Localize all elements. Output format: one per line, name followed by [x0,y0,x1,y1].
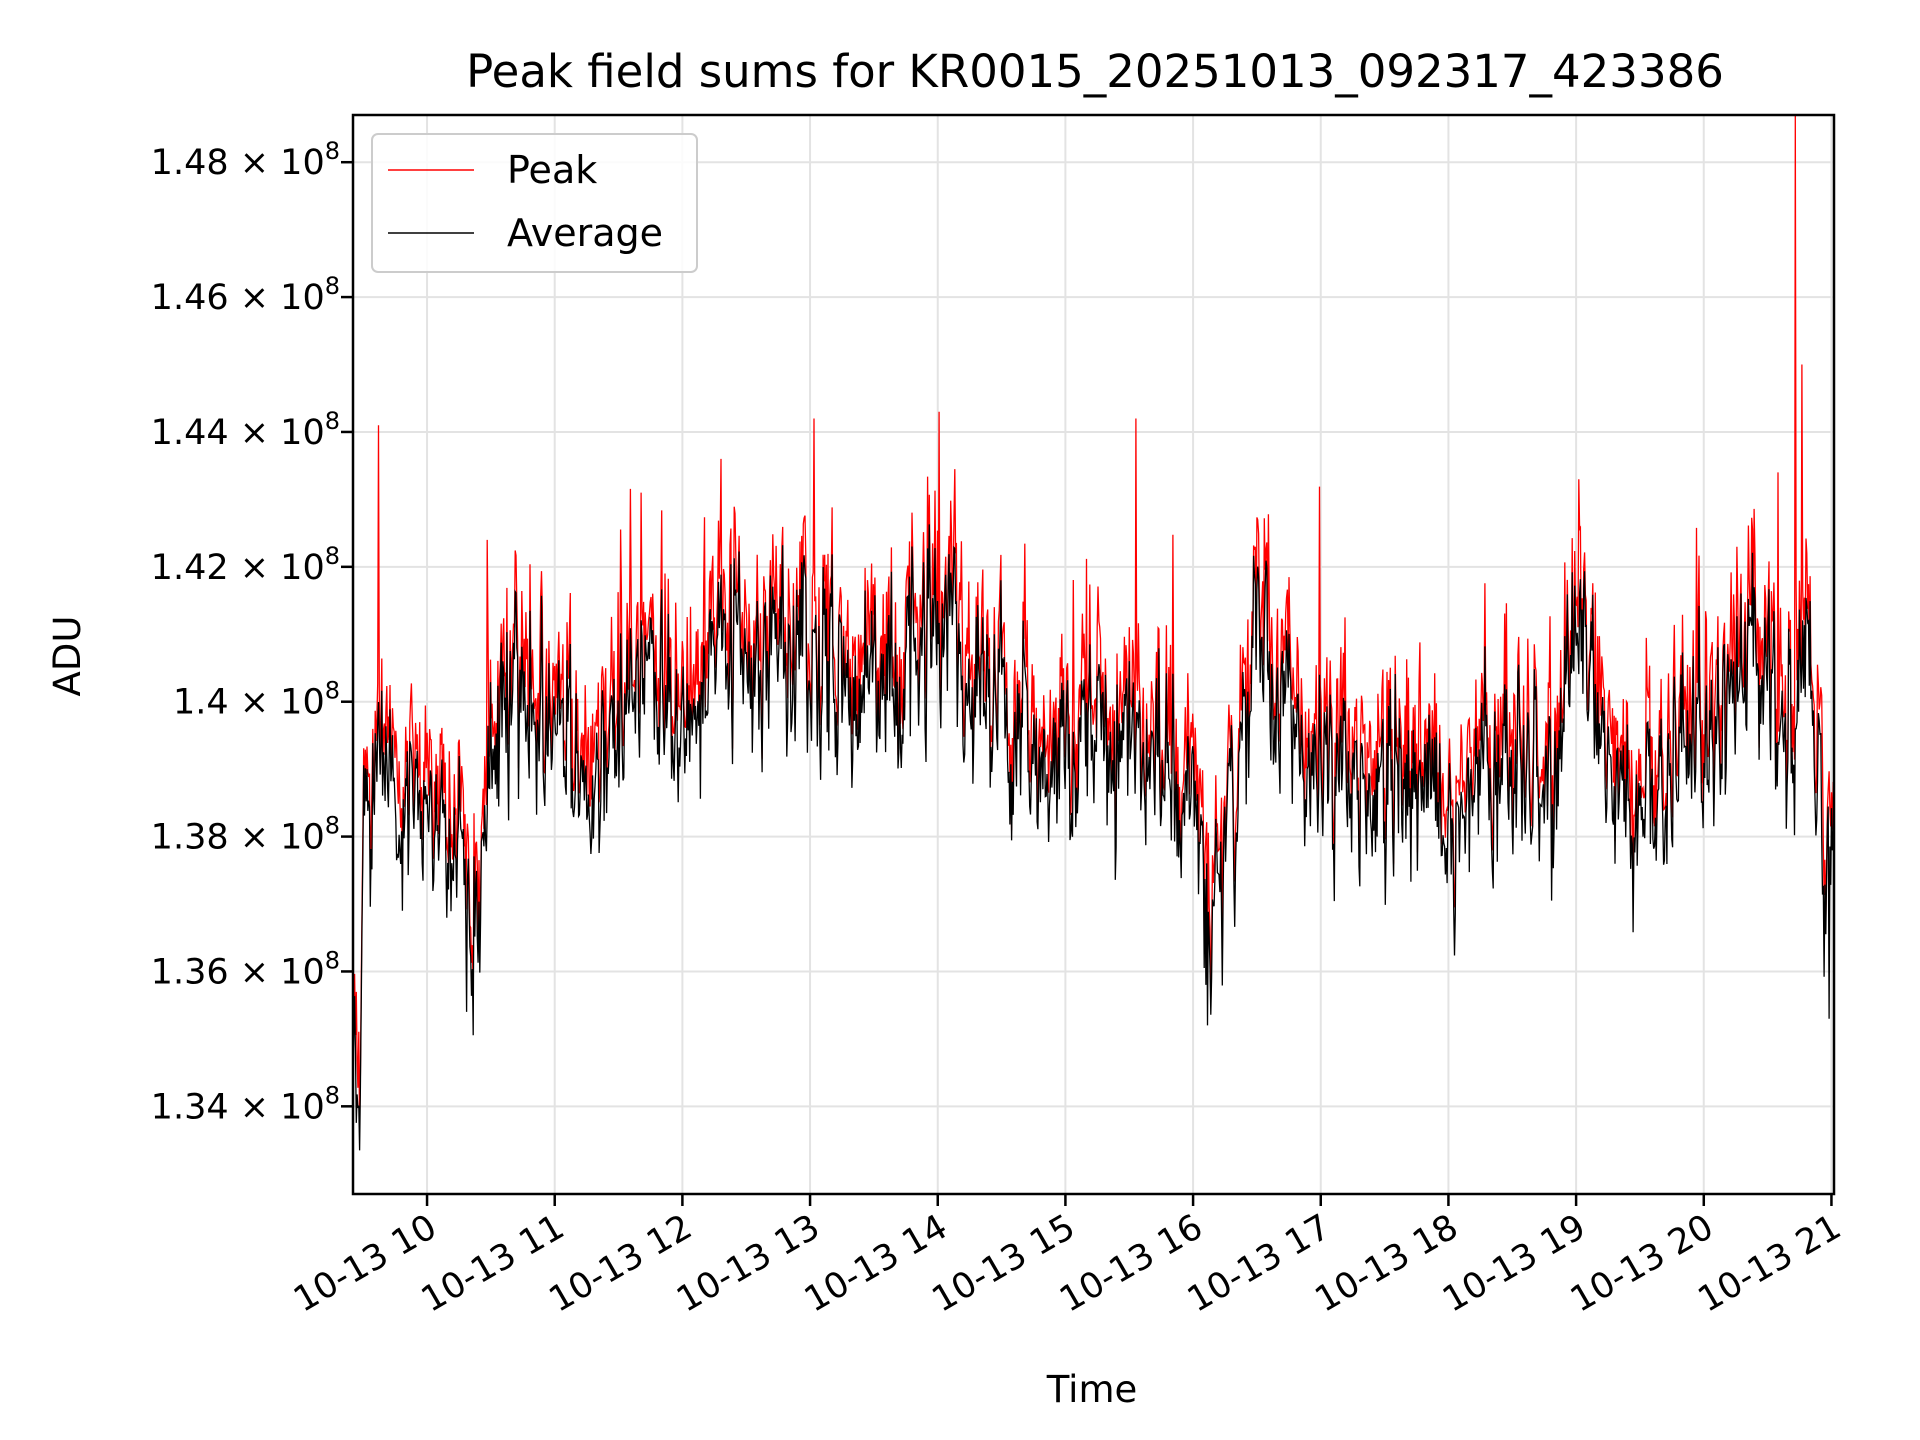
x-axis-label: Time [1046,1368,1138,1411]
y-tick-label: 1.34 × 108 [151,1081,340,1127]
chart-title: Peak field sums for KR0015_20251013_0923… [466,45,1724,98]
plot-area [353,115,1834,1151]
series-line-average [353,524,1834,1151]
y-axis-label: ADU [46,616,89,697]
y-tick-label: 1.48 × 108 [151,137,340,183]
legend-box [371,133,698,273]
y-axis: 1.34 × 108 1.36 × 108 1.38 × 108 1.4 × 108 1… [151,137,353,1127]
y-tick-label: 1.36 × 108 [151,946,340,992]
plot-frame [351,113,1836,1196]
y-tick-label: 1.42 × 108 [151,542,340,588]
y-tick-label: 1.44 × 108 [151,407,340,453]
legend: Peak Average [371,133,698,273]
y-tick-label: 1.4 × 108 [173,677,340,723]
legend-label-peak: Peak [507,148,597,192]
gridlines [353,115,1834,1194]
y-tick-label: 1.38 × 108 [151,812,340,858]
y-tick-label: 1.46 × 108 [151,272,340,318]
legend-label-average: Average [507,211,663,255]
